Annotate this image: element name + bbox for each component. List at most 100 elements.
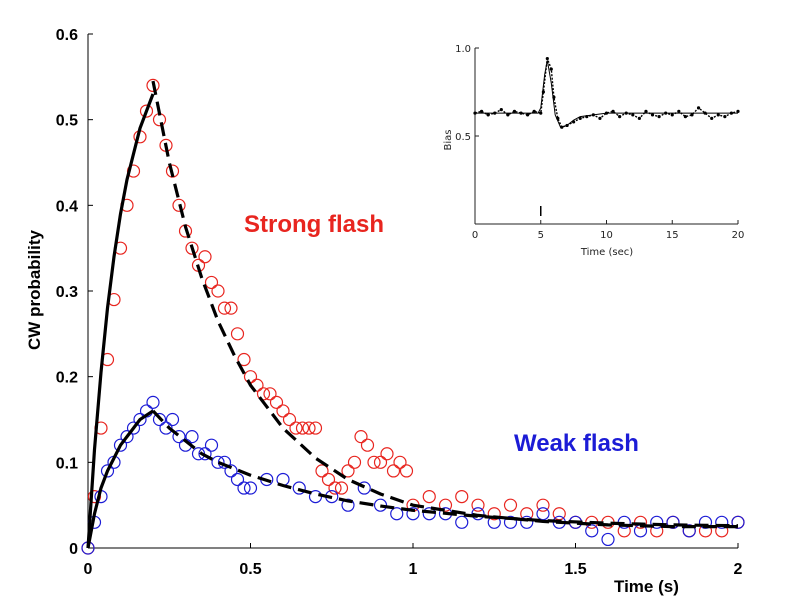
scatter-point (354, 430, 368, 444)
scatter-point (487, 507, 501, 521)
scatter-point (471, 498, 485, 512)
scatter-point (455, 490, 469, 504)
scatter-point (224, 301, 238, 315)
scatter-point (263, 387, 277, 401)
scatter-point (698, 515, 713, 529)
inset-x-tick-label: 10 (600, 230, 613, 241)
scatter-point (224, 464, 238, 478)
scatter-point (198, 447, 212, 461)
scatter-point (126, 164, 141, 178)
inset-x-ticks: 0 5 10 15 20 (472, 220, 745, 241)
inset-x-tick-label: 0 (472, 230, 478, 241)
scatter-point (146, 78, 160, 93)
scatter-point (347, 455, 362, 469)
scatter-point (341, 464, 355, 478)
scatter-point (165, 412, 180, 427)
scatter-point (601, 532, 615, 547)
scatter-point (120, 430, 134, 444)
annotation-weak-flash: Weak flash (514, 430, 639, 457)
scatter-point (146, 395, 160, 409)
inset-x-tick-label: 15 (666, 230, 679, 241)
scatter-point (126, 421, 141, 435)
scatter-point (422, 490, 436, 504)
scatter-point (237, 481, 251, 495)
y-tick-label: 0 (69, 541, 78, 558)
inset-plot-marks (473, 56, 740, 216)
scatter-point (438, 498, 453, 512)
scatter-point (302, 421, 316, 435)
scatter-point (133, 412, 147, 427)
fit-line-decay (151, 80, 738, 529)
fit-line-rise (86, 409, 154, 549)
inset-x-tick-label: 20 (732, 230, 745, 241)
scatter-point (536, 507, 550, 521)
scatter-point (204, 275, 219, 290)
scatter-point (198, 250, 212, 264)
annotation-strong-flash: Strong flash (244, 211, 384, 238)
scatter-point (276, 404, 290, 418)
scatter-point (159, 421, 173, 435)
x-tick-label: 2 (734, 561, 743, 578)
scatter-point (334, 481, 349, 495)
scatter-point (321, 472, 336, 487)
scatter-point (399, 464, 414, 478)
scatter-point (682, 524, 696, 538)
scatter-point (185, 241, 199, 255)
scatter-point (217, 455, 232, 469)
y-ticks: 0 0.1 0.2 0.3 0.4 0.5 0.6 (56, 27, 93, 558)
scatter-point (315, 464, 329, 478)
fit-line-decay (151, 409, 739, 528)
scatter-point (139, 104, 154, 118)
scatter-point (185, 430, 199, 444)
scatter-point (292, 481, 306, 495)
scatter-point (204, 438, 219, 452)
y-tick-label: 0.2 (56, 370, 78, 387)
scatter-point (282, 412, 297, 427)
scatter-point (100, 464, 115, 478)
y-tick-label: 0.5 (56, 113, 78, 130)
scatter-point (230, 472, 245, 487)
inset-y-axis-title: Bias (443, 130, 454, 151)
x-axis-title: Time (s) (614, 577, 679, 596)
scatter-point (380, 447, 394, 461)
scatter-point (243, 370, 258, 384)
scatter-point (289, 421, 303, 435)
x-ticks: 0 0.5 1 1.5 2 (84, 543, 743, 578)
scatter-point (386, 464, 401, 478)
scatter-point (520, 515, 534, 529)
scatter-point (373, 455, 388, 469)
scatter-point (503, 498, 518, 512)
scatter-point (373, 498, 388, 512)
scatter-point (243, 481, 258, 495)
scatter-point (731, 515, 745, 529)
inset-y-tick-label: 1.0 (455, 44, 471, 55)
scatter-point (406, 507, 420, 521)
y-axis-title: CW probability (25, 229, 44, 349)
scatter-point (357, 481, 371, 495)
inset-y-ticks: 0.5 1.0 (455, 44, 479, 143)
scatter-point (390, 507, 404, 521)
scatter-point (393, 455, 407, 469)
x-tick-label: 1 (409, 561, 418, 578)
scatter-point (503, 515, 518, 529)
scatter-point (666, 515, 680, 529)
x-tick-label: 1.5 (564, 561, 586, 578)
scatter-point (650, 515, 664, 529)
scatter-point (367, 455, 381, 469)
inset-fit-line (475, 60, 738, 128)
y-tick-label: 0.3 (56, 284, 78, 301)
inset-data-trace (474, 58, 739, 129)
scatter-point (715, 515, 729, 529)
y-tick-label: 0.4 (56, 198, 78, 215)
inset-x-tick-label: 5 (538, 230, 544, 241)
plot-marks (81, 78, 745, 555)
x-tick-label: 0 (84, 561, 93, 578)
scatter-point (87, 490, 102, 504)
y-tick-label: 0.6 (56, 27, 78, 44)
inset-chart: 0 5 10 15 20 0.5 1.0 Bias Time (sec) (443, 44, 744, 258)
scatter-point (113, 438, 128, 452)
inset-x-axis-title: Time (sec) (580, 247, 633, 258)
scatter-point (211, 284, 225, 298)
scatter-point (455, 515, 469, 529)
scatter-point (230, 327, 245, 341)
